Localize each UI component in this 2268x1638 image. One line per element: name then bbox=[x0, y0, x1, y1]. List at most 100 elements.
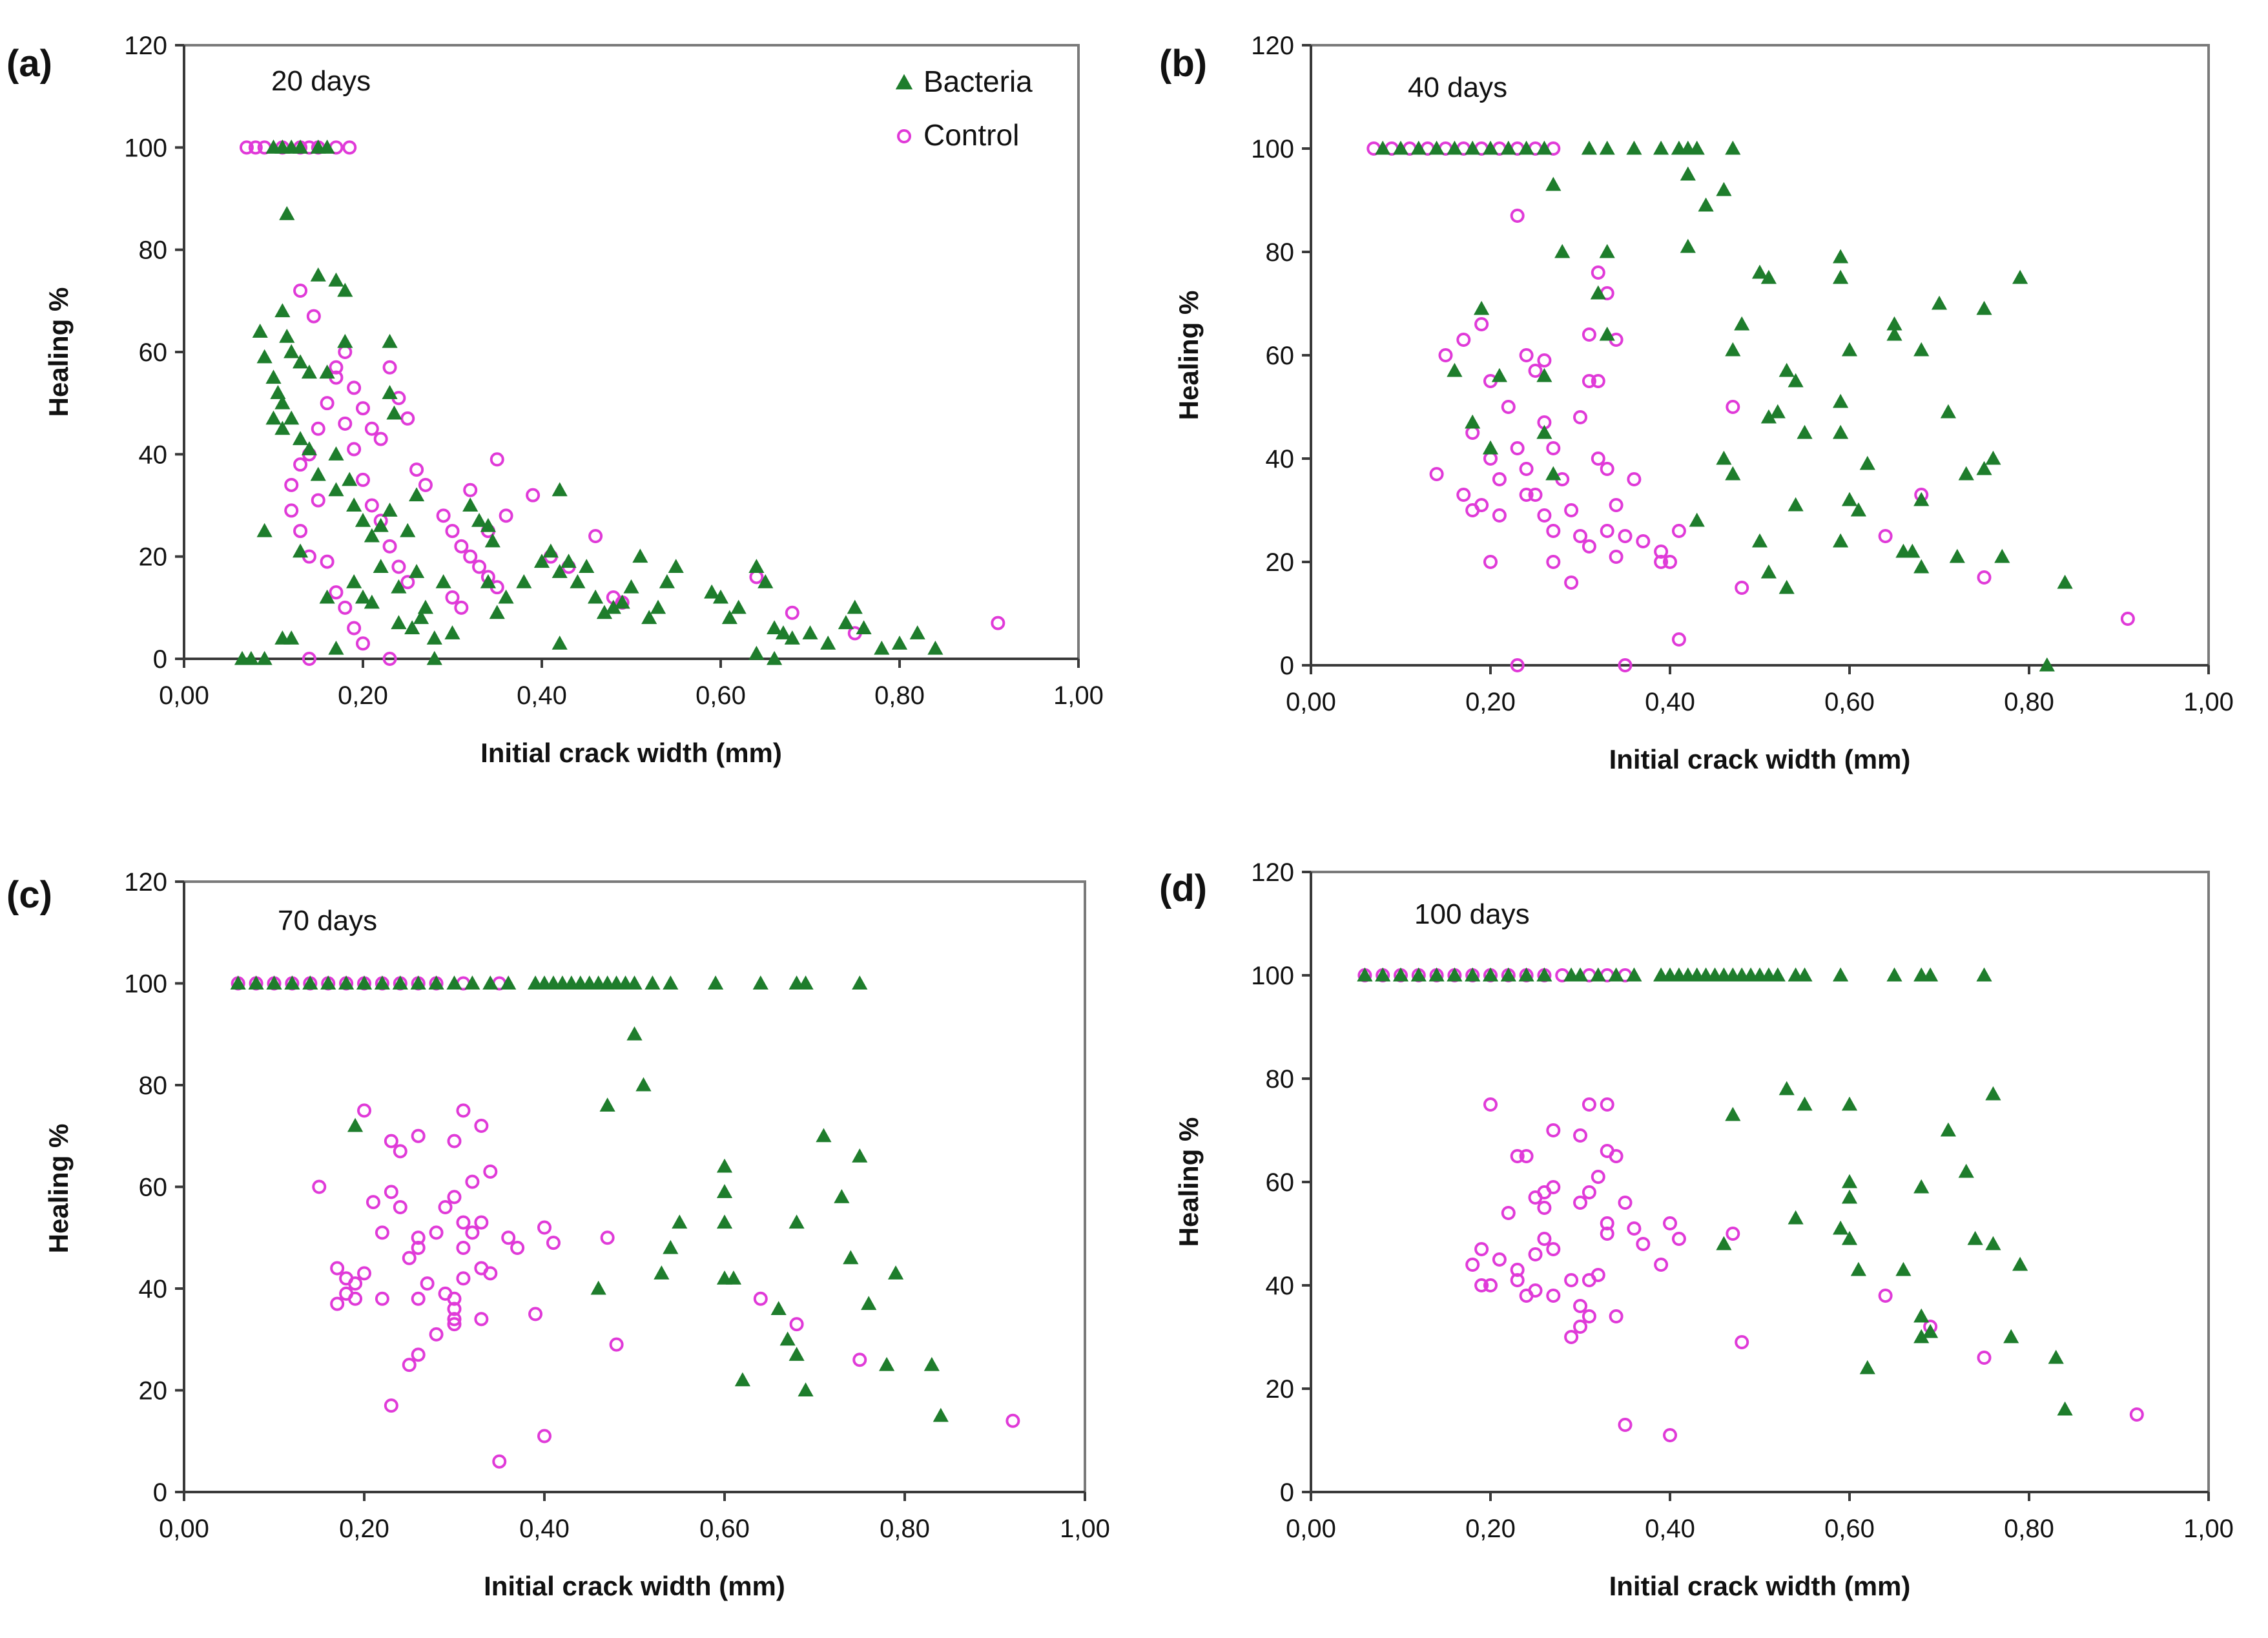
control-point bbox=[1546, 1289, 1561, 1303]
bacteria-point bbox=[1689, 140, 1705, 155]
control-point bbox=[312, 1179, 327, 1194]
control-point bbox=[402, 1250, 417, 1265]
control-point bbox=[1609, 1309, 1624, 1323]
control-point bbox=[1591, 1170, 1605, 1184]
bacteria-point bbox=[663, 1239, 679, 1254]
control-point bbox=[456, 1241, 471, 1255]
x-tick-label: 0,00 bbox=[1286, 688, 1336, 716]
bacteria-point bbox=[716, 1158, 733, 1173]
bacteria-point bbox=[852, 975, 868, 990]
y-tick-label: 80 bbox=[1266, 238, 1295, 267]
control-point bbox=[1483, 555, 1498, 569]
control-point bbox=[320, 554, 335, 569]
control-point bbox=[1591, 374, 1605, 388]
control-point bbox=[474, 1119, 489, 1133]
bacteria-point bbox=[355, 512, 371, 527]
control-point bbox=[1528, 364, 1543, 378]
bacteria-point bbox=[392, 975, 408, 990]
x-ticks: 0,00 0,20 0,40 0,60 0,80 1,00 bbox=[1286, 1492, 2234, 1543]
x-tick-label: 0,20 bbox=[1465, 1515, 1516, 1543]
bacteria-point bbox=[292, 543, 309, 558]
x-tick-label: 0,60 bbox=[1824, 1515, 1875, 1543]
control-point bbox=[364, 421, 379, 436]
bacteria-point bbox=[446, 975, 462, 990]
bacteria-point bbox=[480, 574, 496, 588]
control-point bbox=[1474, 498, 1489, 512]
control-point bbox=[474, 1312, 489, 1327]
bacteria-point bbox=[292, 431, 309, 446]
bacteria-point bbox=[1536, 967, 1552, 982]
bacteria-point bbox=[346, 574, 362, 588]
bacteria-point bbox=[1751, 264, 1768, 279]
control-point bbox=[429, 1327, 444, 1342]
x-tick-label: 0,20 bbox=[338, 681, 388, 710]
bacteria-point bbox=[462, 497, 479, 512]
control-point bbox=[447, 1291, 462, 1306]
bacteria-point bbox=[1491, 368, 1507, 382]
control-point bbox=[411, 1128, 426, 1143]
bacteria-point bbox=[417, 599, 434, 614]
panel-b: (b) 0 20 40 60 80 100 120 0,00 0,20 0,40 0,60 0,80… bbox=[1159, 32, 2234, 774]
bacteria-point bbox=[654, 1265, 670, 1280]
bacteria-point bbox=[1689, 512, 1705, 527]
control-point bbox=[1492, 472, 1507, 486]
bacteria-point bbox=[1680, 166, 1696, 181]
control-point bbox=[1600, 1097, 1614, 1112]
bacteria-point bbox=[748, 645, 765, 660]
control-point bbox=[463, 482, 478, 497]
control-point bbox=[526, 488, 541, 503]
bacteria-point bbox=[927, 640, 943, 655]
control-point bbox=[366, 1195, 380, 1210]
bacteria-point bbox=[484, 533, 500, 548]
panel-label: (c) bbox=[6, 874, 52, 916]
control-point bbox=[2120, 612, 2135, 626]
bacteria-point bbox=[767, 620, 783, 635]
control-point bbox=[418, 477, 433, 492]
bacteria-point bbox=[1886, 316, 1902, 331]
control-point bbox=[356, 472, 370, 487]
bacteria-point bbox=[270, 385, 286, 399]
bacteria-point bbox=[561, 554, 577, 568]
control-point bbox=[1510, 1149, 1525, 1163]
y-tick-label: 40 bbox=[139, 441, 168, 469]
bacteria-point bbox=[374, 975, 390, 990]
control-point bbox=[329, 360, 344, 375]
control-point bbox=[1636, 1237, 1651, 1251]
bacteria-point bbox=[663, 975, 679, 990]
bacteria-point bbox=[650, 599, 666, 614]
bacteria-point bbox=[599, 1097, 615, 1112]
control-point bbox=[357, 1103, 371, 1118]
bacteria-point bbox=[1482, 967, 1499, 982]
bacteria-point bbox=[400, 523, 416, 537]
bacteria-point bbox=[310, 466, 326, 481]
control-point bbox=[293, 524, 308, 539]
legend-control-label: Control bbox=[923, 118, 1019, 152]
control-point bbox=[1546, 1123, 1561, 1137]
duration-label: 100 days bbox=[1414, 898, 1530, 930]
control-point bbox=[364, 498, 379, 513]
bacteria-point bbox=[1797, 424, 1813, 439]
control-point bbox=[537, 1220, 552, 1235]
control-point bbox=[465, 1174, 480, 1189]
bacteria-point bbox=[252, 324, 268, 338]
bacteria-point bbox=[1680, 238, 1696, 253]
bacteria-point bbox=[2039, 657, 2055, 672]
control-point bbox=[1600, 462, 1614, 476]
control-point bbox=[1429, 467, 1444, 481]
bacteria-point bbox=[1788, 497, 1804, 512]
bacteria-point bbox=[1913, 342, 1930, 357]
bacteria-point bbox=[775, 625, 792, 639]
data-points bbox=[230, 975, 1020, 1469]
control-point bbox=[753, 1291, 768, 1306]
bacteria-point bbox=[302, 975, 318, 990]
bacteria-point bbox=[789, 1347, 805, 1361]
bacteria-point bbox=[1895, 543, 1912, 558]
bacteria-point bbox=[382, 503, 398, 517]
control-point bbox=[382, 652, 397, 666]
bacteria-point bbox=[1725, 342, 1741, 357]
bacteria-point bbox=[1913, 1179, 1930, 1194]
x-axis-title: Initial crack width (mm) bbox=[1609, 744, 1911, 774]
bacteria-point bbox=[319, 140, 335, 154]
control-point bbox=[456, 1215, 471, 1230]
x-tick-label: 0,80 bbox=[2004, 688, 2054, 716]
